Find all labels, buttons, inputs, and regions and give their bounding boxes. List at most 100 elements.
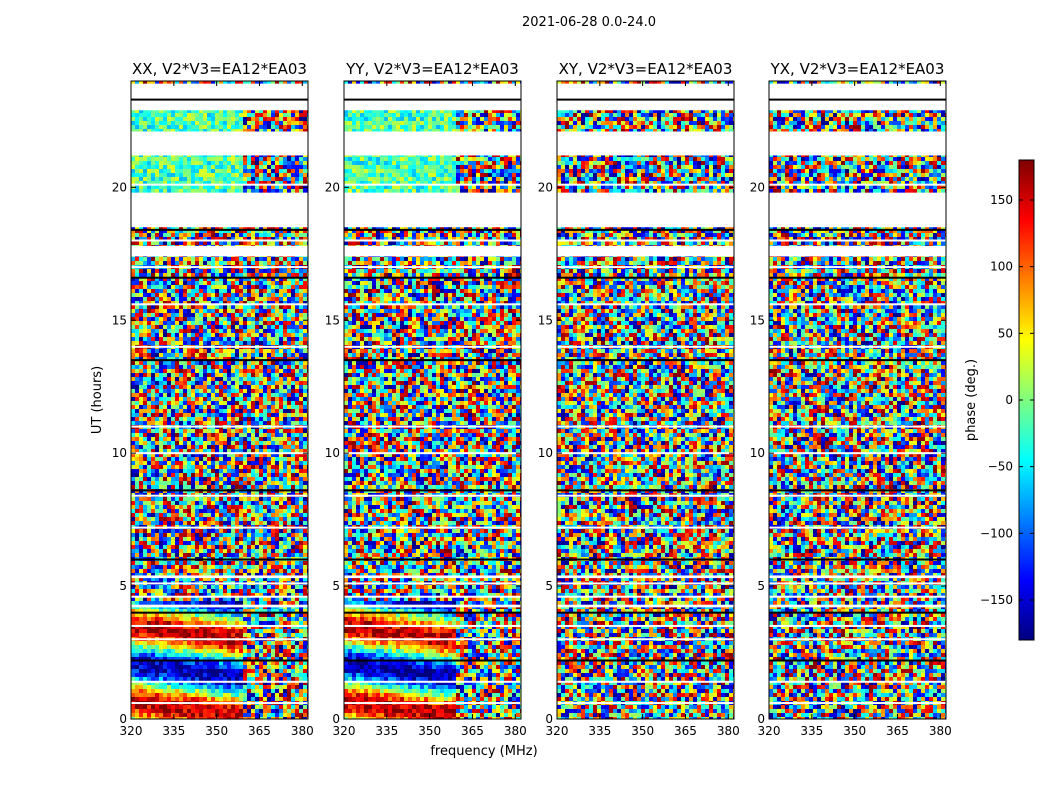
y-tick-label: 10 [750,446,765,460]
data-gap [557,245,734,257]
panel-title: XX, V2*V3=EA12*EA03 [132,60,307,78]
x-tick-label: 320 [120,724,143,738]
data-gap [769,575,946,579]
data-gap [557,575,734,579]
flag-line [557,345,734,348]
flag-line [557,266,734,269]
flag-line [131,183,308,186]
data-gap [131,192,308,228]
data-gap [344,575,521,579]
flag-line [769,239,946,242]
flag-line [131,266,308,269]
x-tick-label: 320 [758,724,781,738]
flag-line [769,624,946,627]
flag-line [769,183,946,186]
flag-line [131,345,308,348]
flag-line [344,659,521,662]
flag-line [131,702,308,705]
flag-line [557,638,734,641]
y-tick-label: 20 [538,180,553,194]
flag-line [557,452,734,455]
data-gap [557,192,734,228]
flag-line [131,98,308,101]
flag-line [344,276,521,279]
flag-line [769,638,946,641]
colorbar-tick-label: −50 [988,460,1013,474]
flag-line [769,489,946,492]
flag-line [769,702,946,705]
flag-line [344,266,521,269]
x-tick-label: 350 [418,724,441,738]
panel-title: XY, V2*V3=EA12*EA03 [559,60,733,78]
y-tick-label: 20 [112,180,127,194]
y-tick-label: 5 [119,579,127,593]
flag-line [344,489,521,492]
flag-line [769,359,946,362]
phase-heatmap-xx [131,81,308,719]
y-tick-label: 0 [757,712,765,726]
flag-line [344,183,521,186]
colorbar-tick-label: −150 [980,593,1013,607]
flag-line [769,558,946,561]
flag-line [344,638,521,641]
flag-line [131,359,308,362]
y-tick-label: 15 [112,313,127,327]
panel-title: YY, V2*V3=EA12*EA03 [345,60,519,78]
colorbar-tick-label: −100 [980,526,1013,540]
data-gap [131,245,308,257]
y-tick-label: 5 [332,579,340,593]
data-gap [344,245,521,257]
x-axis-label: frequency (MHz) [430,744,537,759]
flag-line [344,702,521,705]
data-gap [131,575,308,579]
data-gap [344,131,521,156]
x-tick-label: 365 [461,724,484,738]
flag-line [344,239,521,242]
flag-line [769,133,946,136]
flag-line [557,228,734,231]
data-gap [557,83,734,111]
y-tick-label: 15 [325,313,340,327]
flag-line [344,425,521,428]
flag-line [131,659,308,662]
colorbar-tick-label: 0 [1005,393,1013,407]
flag-line [131,680,308,683]
flag-line [557,680,734,683]
panel-yy: YY, V2*V3=EA12*EA03 320 335 350 365 380 0 5 10 15… [325,60,527,738]
colorbar-tick-label: 50 [998,326,1013,340]
flag-line [131,425,308,428]
flag-line [344,582,521,585]
x-tick-label: 365 [248,724,271,738]
flag-line [131,611,308,614]
flag-line [769,611,946,614]
flag-line [769,680,946,683]
flag-line [344,680,521,683]
flag-line [557,489,734,492]
flag-line [557,303,734,306]
flag-line [557,425,734,428]
flag-line [344,133,521,136]
flag-line [131,638,308,641]
flag-line [769,303,946,306]
x-tick-label: 380 [291,724,314,738]
flag-line [131,133,308,136]
panel-frame [768,80,947,720]
y-tick-label: 15 [750,313,765,327]
flag-line [344,303,521,306]
figure-title: 2021-06-28 0.0-24.0 [522,15,656,30]
data-gap [557,131,734,156]
flag-line [557,595,734,598]
x-tick-label: 365 [886,724,909,738]
flag-line [557,558,734,561]
flag-line [131,595,308,598]
phase-heatmap-xy [557,81,734,719]
x-tick-label: 335 [800,724,823,738]
data-gap [769,131,946,156]
phase-heatmap-yx [769,81,946,719]
flag-line [131,526,308,529]
flag-line [769,345,946,348]
flag-line [131,239,308,242]
y-tick-label: 20 [325,180,340,194]
y-tick-label: 0 [545,712,553,726]
